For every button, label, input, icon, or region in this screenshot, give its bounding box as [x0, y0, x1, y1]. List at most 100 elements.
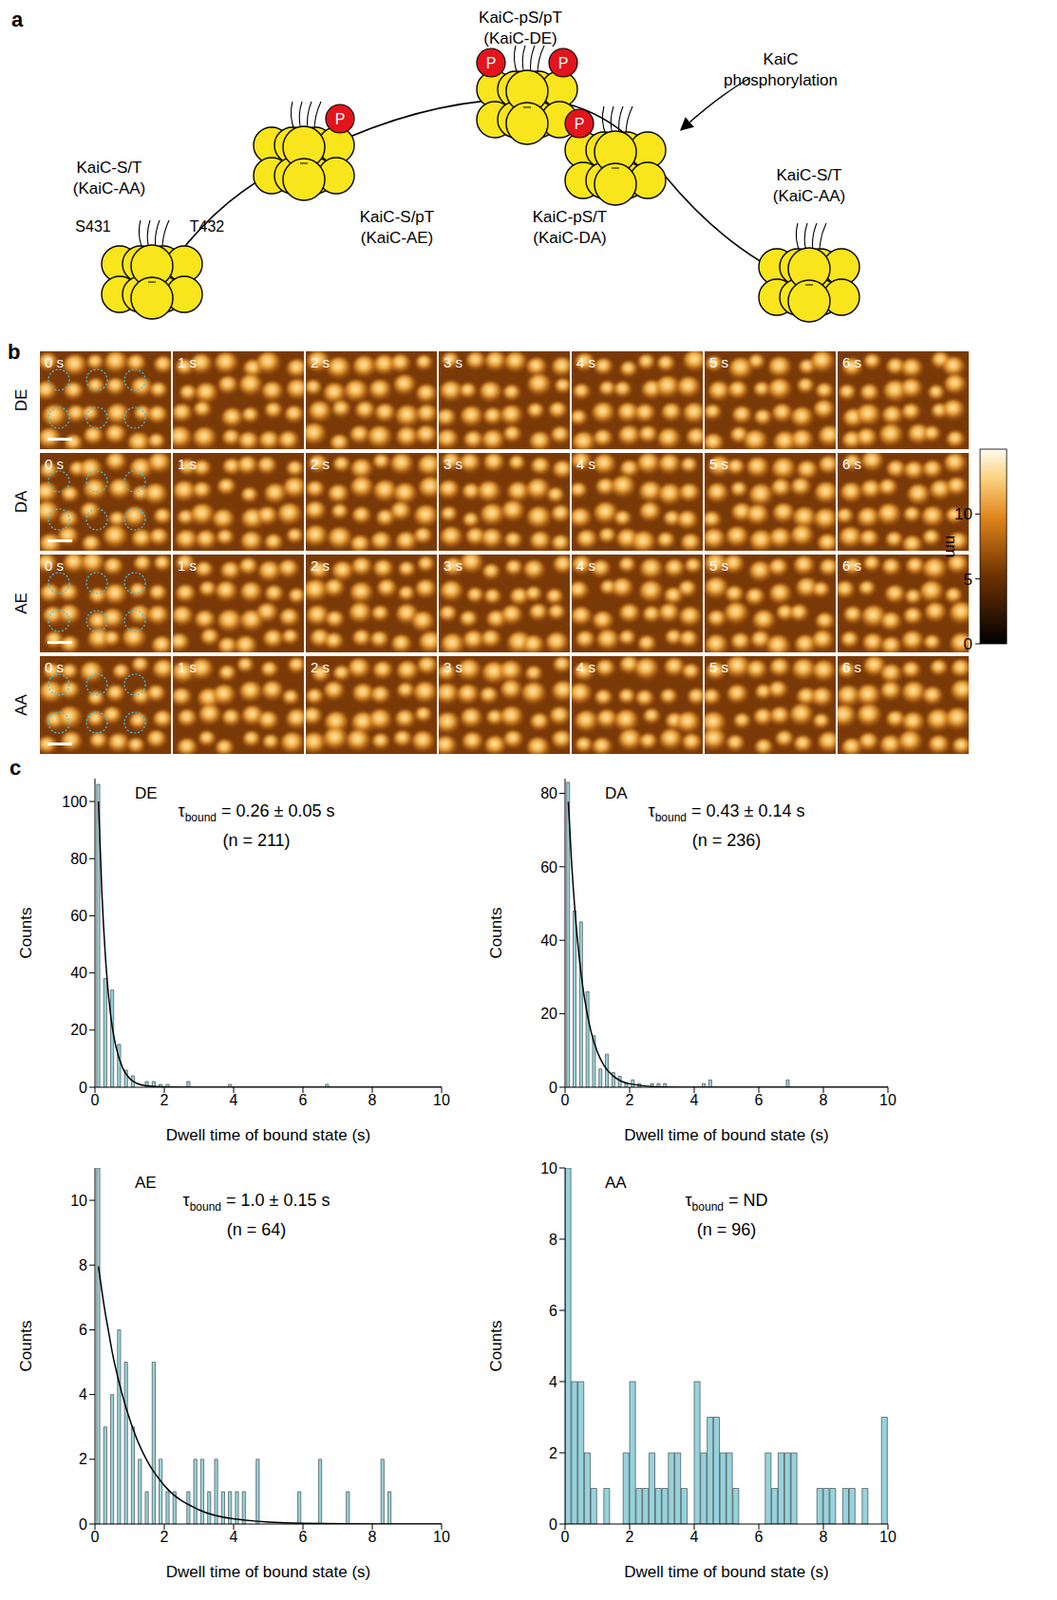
svg-text:AE: AE: [12, 592, 31, 615]
svg-text:Counts: Counts: [17, 1321, 36, 1373]
svg-text:a: a: [11, 7, 24, 32]
svg-text:4: 4: [690, 1092, 699, 1109]
svg-text:20: 20: [540, 1005, 558, 1022]
svg-text:3 s: 3 s: [443, 354, 463, 371]
svg-text:2: 2: [625, 1092, 635, 1109]
svg-text:Counts: Counts: [487, 1321, 506, 1373]
svg-text:KaiC-S/T: KaiC-S/T: [776, 166, 843, 185]
svg-text:2: 2: [160, 1528, 170, 1546]
svg-text:2: 2: [78, 1451, 88, 1468]
svg-text:5 s: 5 s: [709, 557, 729, 574]
svg-text:phosphorylation: phosphorylation: [723, 71, 838, 90]
svg-text:2: 2: [625, 1528, 635, 1546]
svg-text:0: 0: [548, 1079, 558, 1096]
svg-text:10: 10: [879, 1528, 897, 1546]
svg-text:6 s: 6 s: [842, 557, 862, 574]
svg-text:6 s: 6 s: [842, 659, 862, 676]
svg-text:60: 60: [70, 907, 88, 925]
svg-text:10: 10: [70, 1192, 88, 1209]
svg-text:4: 4: [229, 1092, 239, 1109]
svg-text:1 s: 1 s: [177, 455, 197, 472]
svg-text:0: 0: [78, 1516, 88, 1533]
svg-text:2 s: 2 s: [310, 659, 330, 676]
svg-text:10: 10: [433, 1528, 451, 1546]
svg-text:0: 0: [963, 635, 973, 654]
svg-text:AA: AA: [12, 694, 31, 717]
svg-text:2: 2: [160, 1092, 170, 1109]
svg-text:2 s: 2 s: [310, 354, 330, 371]
svg-text:KaiC-pS/T: KaiC-pS/T: [532, 207, 607, 227]
svg-text:KaiC: KaiC: [763, 50, 799, 69]
svg-text:4: 4: [690, 1528, 699, 1546]
svg-text:6: 6: [548, 1302, 558, 1320]
svg-text:4 s: 4 s: [576, 659, 596, 676]
svg-text:(KaiC-DE): (KaiC-DE): [483, 29, 557, 48]
svg-text:T432: T432: [189, 218, 226, 235]
svg-text:6: 6: [299, 1528, 308, 1546]
svg-text:5: 5: [963, 570, 973, 589]
svg-text:4: 4: [78, 1386, 88, 1403]
svg-text:0: 0: [91, 1528, 100, 1546]
svg-text:4: 4: [229, 1528, 239, 1546]
svg-text:60: 60: [540, 859, 558, 876]
svg-text:KaiC-S/pT: KaiC-S/pT: [359, 207, 435, 227]
svg-text:(KaiC-DA): (KaiC-DA): [532, 228, 606, 247]
svg-text:P: P: [486, 55, 497, 72]
svg-text:Dwell time of bound state (s): Dwell time of bound state (s): [166, 1126, 371, 1145]
svg-text:P: P: [335, 111, 346, 128]
svg-text:0: 0: [78, 1079, 88, 1096]
svg-text:2 s: 2 s: [310, 557, 330, 574]
svg-text:KaiC-pS/pT: KaiC-pS/pT: [478, 8, 563, 27]
svg-text:DE: DE: [12, 389, 31, 413]
svg-text:10: 10: [433, 1092, 451, 1109]
svg-text:b: b: [7, 339, 20, 364]
svg-text:(KaiC-AE): (KaiC-AE): [360, 228, 435, 247]
svg-text:6 s: 6 s: [842, 354, 862, 371]
svg-text:0 s: 0 s: [44, 659, 64, 676]
svg-text:Dwell time of bound state (s): Dwell time of bound state (s): [623, 1126, 829, 1145]
svg-text:6: 6: [755, 1528, 764, 1546]
svg-text:(KaiC-AA): (KaiC-AA): [73, 179, 147, 198]
svg-text:8: 8: [548, 1231, 558, 1248]
svg-text:Dwell time of bound state (s): Dwell time of bound state (s): [166, 1563, 371, 1582]
svg-text:0: 0: [548, 1516, 558, 1533]
svg-text:10: 10: [954, 505, 973, 524]
svg-text:10: 10: [879, 1092, 897, 1109]
svg-text:4 s: 4 s: [576, 557, 596, 574]
svg-text:3 s: 3 s: [443, 557, 463, 574]
svg-text:P: P: [558, 55, 569, 72]
svg-text:8: 8: [78, 1257, 88, 1274]
svg-text:3 s: 3 s: [443, 659, 463, 676]
svg-text:2: 2: [548, 1445, 558, 1462]
svg-text:6: 6: [755, 1092, 764, 1109]
svg-text:1 s: 1 s: [177, 557, 197, 574]
svg-text:P: P: [574, 115, 586, 133]
svg-text:0: 0: [561, 1092, 570, 1109]
svg-text:4 s: 4 s: [576, 354, 596, 371]
svg-text:6 s: 6 s: [842, 455, 862, 472]
svg-text:1 s: 1 s: [177, 659, 197, 676]
svg-text:4 s: 4 s: [576, 455, 596, 472]
svg-text:5 s: 5 s: [709, 455, 729, 472]
svg-text:Counts: Counts: [17, 907, 36, 960]
svg-text:0 s: 0 s: [44, 557, 64, 574]
svg-text:80: 80: [70, 850, 88, 868]
svg-text:Counts: Counts: [487, 907, 506, 960]
svg-text:6: 6: [299, 1092, 308, 1109]
svg-text:80: 80: [540, 785, 558, 802]
svg-text:KaiC-S/T: KaiC-S/T: [76, 158, 143, 177]
svg-text:0: 0: [561, 1528, 570, 1546]
svg-text:(KaiC-AA): (KaiC-AA): [773, 187, 847, 206]
svg-text:4: 4: [548, 1374, 558, 1391]
svg-text:8: 8: [368, 1092, 378, 1109]
svg-text:Dwell time of bound state (s): Dwell time of bound state (s): [623, 1563, 829, 1582]
svg-text:0: 0: [91, 1092, 100, 1109]
svg-text:2 s: 2 s: [310, 455, 330, 472]
svg-text:DA: DA: [12, 490, 31, 513]
svg-text:40: 40: [540, 932, 558, 949]
svg-text:1 s: 1 s: [177, 354, 197, 371]
svg-text:20: 20: [70, 1021, 88, 1039]
svg-text:0 s: 0 s: [44, 354, 64, 371]
svg-text:0 s: 0 s: [44, 455, 64, 472]
svg-text:10: 10: [540, 1160, 558, 1177]
